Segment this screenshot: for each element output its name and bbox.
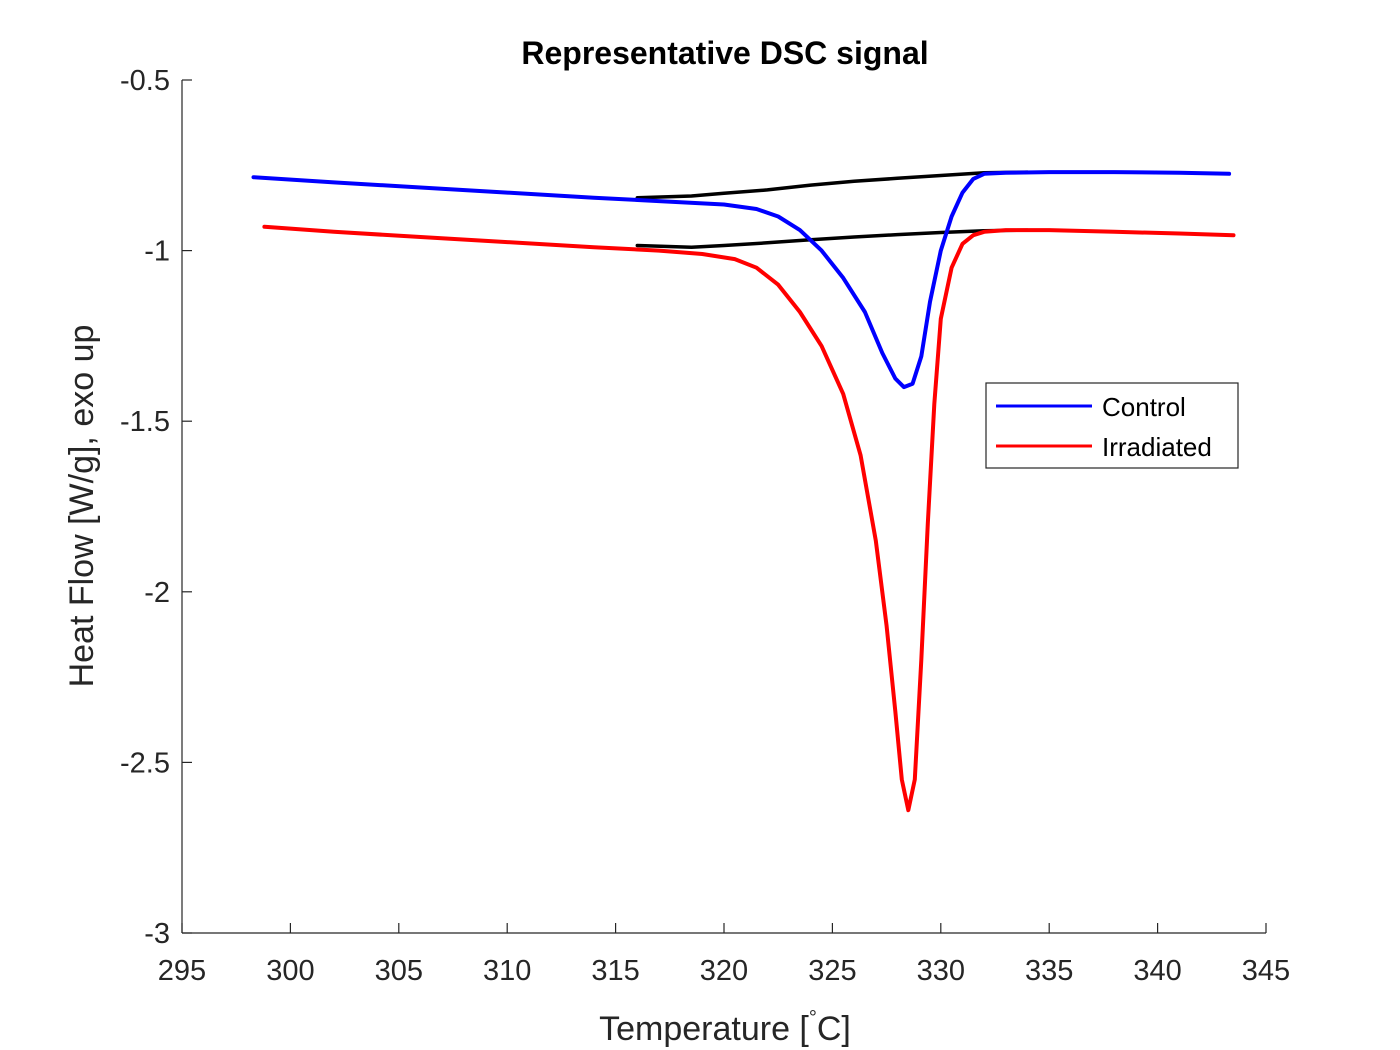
legend-label-control: Control — [1102, 392, 1186, 422]
chart-title: Representative DSC signal — [521, 35, 928, 71]
x-tick-label: 305 — [375, 955, 423, 987]
plot-lines — [251, 170, 1236, 813]
x-axis-label-unit: C] — [817, 1010, 851, 1048]
y-tick-label: -3 — [144, 918, 170, 950]
y-tick-label: -2.5 — [120, 747, 170, 779]
baseline-line-control — [635, 170, 1030, 200]
x-axis-label-degree: ° — [809, 1007, 817, 1029]
y-tick-label: -1 — [144, 236, 170, 268]
y-tick-label: -0.5 — [120, 65, 170, 97]
x-tick-label: 320 — [700, 955, 748, 987]
x-tick-label: 330 — [917, 955, 965, 987]
baseline-line-irradiated — [635, 228, 1030, 249]
legend-box — [985, 382, 1239, 469]
x-axis-label: Temperature [°C] — [599, 1007, 851, 1048]
x-tick-label: 310 — [483, 955, 531, 987]
x-tick-label: 295 — [158, 955, 206, 987]
y-axis-label: Heat Flow [W/g], exo up — [63, 325, 101, 688]
legend: Control Irradiated — [985, 382, 1239, 469]
x-tick-label: 340 — [1133, 955, 1181, 987]
x-tick-label: 325 — [808, 955, 856, 987]
y-tick-label: -1.5 — [120, 406, 170, 438]
x-tick-label: 300 — [266, 955, 314, 987]
x-tick-label: 335 — [1025, 955, 1073, 987]
y-tick-label: -2 — [144, 577, 170, 609]
series-line-control — [251, 170, 1232, 390]
x-tick-label: 315 — [591, 955, 639, 987]
x-axis-label-main: Temperature [ — [599, 1010, 809, 1048]
series-line-irradiated — [262, 224, 1236, 813]
x-tick-label: 345 — [1242, 955, 1290, 987]
legend-label-irradiated: Irradiated — [1102, 432, 1212, 462]
ticks: 295 300 305 310 315 320 325 330 335 340 345 -3 -2.5 -… — [120, 65, 1290, 987]
